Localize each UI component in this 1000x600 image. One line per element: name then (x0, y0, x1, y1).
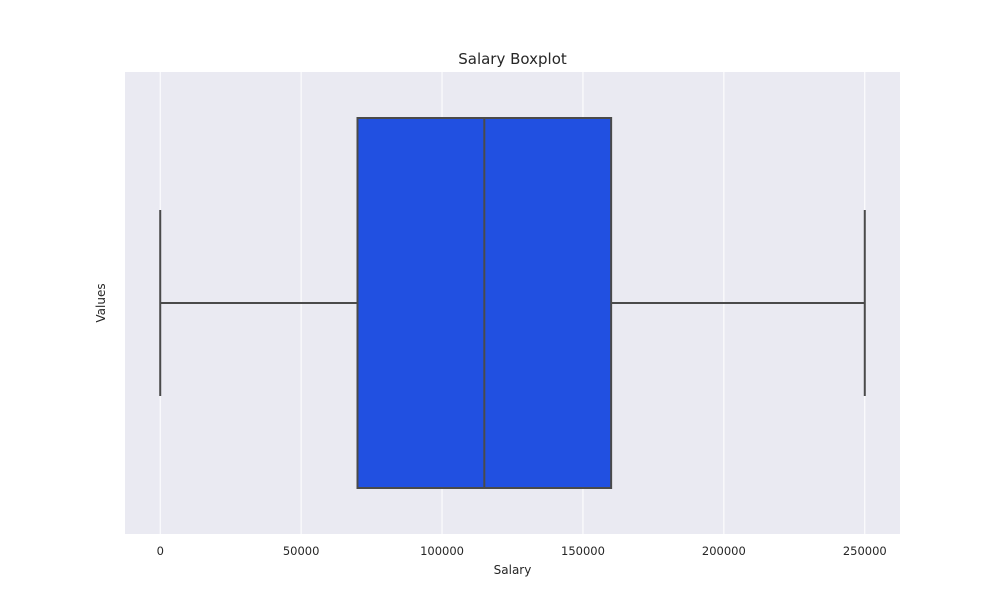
x-axis-ticks: 0 50000 100000 150000 200000 250000 (157, 544, 887, 558)
x-tick-label: 200000 (702, 544, 746, 558)
x-tick-label: 50000 (283, 544, 320, 558)
y-axis-label: Values (94, 283, 108, 322)
x-tick-label: 250000 (843, 544, 887, 558)
boxplot (159, 117, 866, 489)
x-axis-label: Salary (494, 563, 532, 577)
x-tick-label: 150000 (561, 544, 605, 558)
x-tick-label: 100000 (420, 544, 464, 558)
chart-title: Salary Boxplot (458, 50, 567, 68)
x-tick-label: 0 (157, 544, 164, 558)
